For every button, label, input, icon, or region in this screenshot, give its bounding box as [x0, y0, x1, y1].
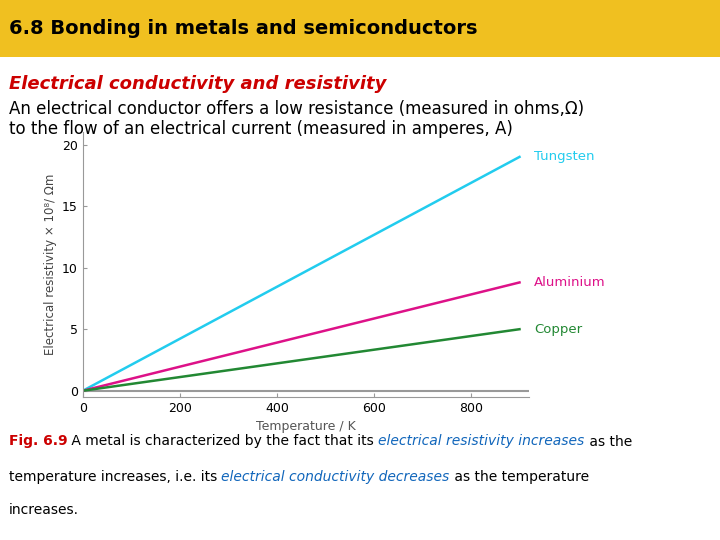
Text: increases.: increases. [9, 503, 78, 517]
Text: electrical conductivity decreases: electrical conductivity decreases [221, 470, 449, 484]
Y-axis label: Electrical resistivity × 10⁸/ Ωm: Electrical resistivity × 10⁸/ Ωm [43, 174, 56, 355]
Text: A metal is characterized by the fact that its: A metal is characterized by the fact tha… [67, 435, 379, 449]
Text: 6.8 Bonding in metals and semiconductors: 6.8 Bonding in metals and semiconductors [9, 18, 477, 38]
Text: as the: as the [585, 435, 632, 449]
Text: Tungsten: Tungsten [534, 151, 595, 164]
Text: Fig. 6.9: Fig. 6.9 [9, 435, 67, 449]
Text: Copper: Copper [534, 323, 582, 336]
Text: Aluminium: Aluminium [534, 276, 606, 289]
Text: to the flow of an electrical current (measured in amperes, A): to the flow of an electrical current (me… [9, 120, 513, 138]
Text: An electrical conductor offers a low resistance (measured in ohms,Ω): An electrical conductor offers a low res… [9, 100, 584, 118]
Text: electrical resistivity increases: electrical resistivity increases [379, 435, 585, 449]
Text: as the temperature: as the temperature [449, 470, 589, 484]
Text: temperature increases, i.e. its: temperature increases, i.e. its [9, 470, 221, 484]
Text: Electrical conductivity and resistivity: Electrical conductivity and resistivity [9, 75, 386, 92]
X-axis label: Temperature / K: Temperature / K [256, 420, 356, 433]
